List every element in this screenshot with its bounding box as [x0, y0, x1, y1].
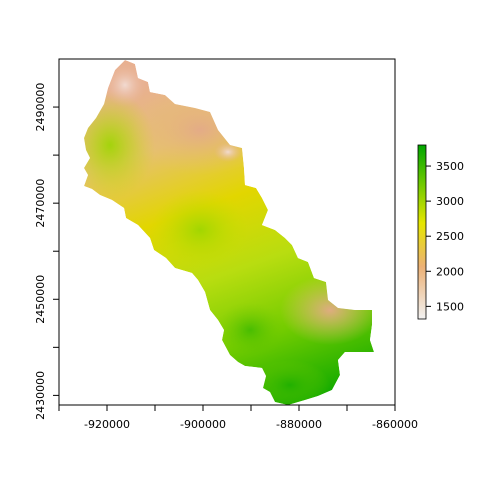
- legend-tick-label: 3500: [436, 160, 464, 173]
- legend-tick-label: 3000: [436, 195, 464, 208]
- x-tick-label: -920000: [84, 418, 130, 431]
- y-tick-label: 2450000: [34, 275, 47, 324]
- y-tick-label: 2470000: [34, 179, 47, 228]
- legend-tick-label: 2000: [436, 265, 464, 278]
- legend-tick-label: 1500: [436, 300, 464, 313]
- x-tick-label: -900000: [180, 418, 226, 431]
- x-tick-label: -860000: [372, 418, 418, 431]
- y-tick-label: 2430000: [34, 371, 47, 420]
- elevation-raster: [84, 60, 374, 405]
- y-axis: 2430000 2450000 2470000 2490000: [34, 83, 59, 420]
- legend-tick-label: 2500: [436, 230, 464, 243]
- elevation-legend: 1500 2000 2500 3000 3500: [417, 144, 464, 320]
- x-tick-label: -880000: [276, 418, 322, 431]
- plot-frame: [58, 58, 396, 406]
- y-tick-label: 2490000: [34, 83, 47, 132]
- legend-color-bar: [417, 144, 427, 320]
- x-axis: -920000 -900000 -880000 -860000: [58, 405, 418, 431]
